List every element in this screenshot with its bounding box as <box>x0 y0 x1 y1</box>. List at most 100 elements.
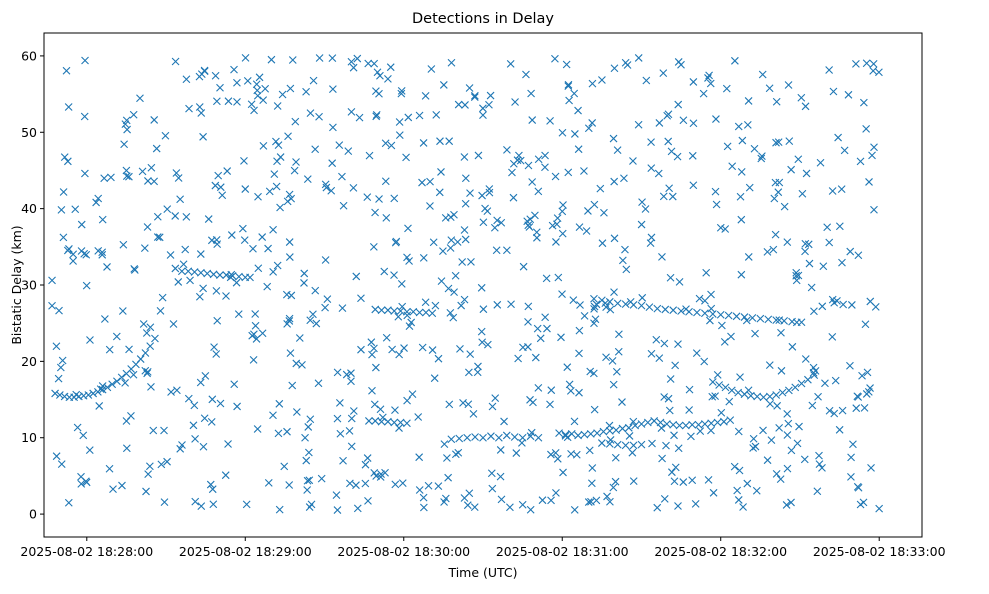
data-point-noise <box>373 68 382 77</box>
data-point-noise <box>614 347 623 356</box>
data-point-noise <box>659 69 668 78</box>
data-point-noise <box>335 141 344 150</box>
data-point-noise <box>541 151 549 160</box>
data-point-noise <box>647 138 655 146</box>
data-point-noise <box>611 477 620 486</box>
data-point-noise <box>370 59 379 68</box>
data-point-noise <box>854 393 863 401</box>
data-point-noise <box>772 469 781 478</box>
data-point-noise <box>507 300 515 309</box>
data-point-noise <box>479 111 487 119</box>
data-point-noise <box>347 377 355 386</box>
data-point-noise <box>208 485 217 494</box>
data-point-noise <box>798 189 807 198</box>
data-point-noise <box>167 388 175 396</box>
data-point-noise <box>861 320 870 329</box>
data-point-noise <box>254 192 262 201</box>
data-point-noise <box>144 177 152 185</box>
data-point-noise <box>163 205 172 214</box>
data-point-noise <box>80 249 89 258</box>
data-point-noise <box>775 178 784 187</box>
data-point-noise <box>794 155 803 164</box>
data-point-noise <box>381 177 390 186</box>
data-point-track <box>621 441 630 450</box>
data-point-track <box>51 389 59 398</box>
data-point-noise <box>606 305 615 314</box>
data-point-noise <box>224 440 232 448</box>
data-point-noise <box>598 76 606 84</box>
data-point-noise <box>716 223 725 232</box>
data-point-noise <box>775 316 784 325</box>
data-point-noise <box>769 245 778 254</box>
y-tick-label: 60 <box>21 48 37 63</box>
data-point-noise <box>247 100 256 109</box>
data-point-noise <box>415 453 424 462</box>
data-point-noise <box>522 70 530 79</box>
data-point-noise <box>376 473 385 481</box>
data-point-noise <box>392 237 401 246</box>
data-point-noise <box>852 59 860 68</box>
y-tick-label: 30 <box>21 278 37 293</box>
data-point-noise <box>858 371 866 380</box>
data-point-noise <box>290 166 299 175</box>
data-point-noise <box>57 206 66 214</box>
data-point-noise <box>199 132 207 141</box>
data-point-noise <box>734 427 743 436</box>
data-point-noise <box>63 157 72 166</box>
data-point-noise <box>570 130 579 138</box>
data-point-noise <box>169 320 178 328</box>
data-point-noise <box>213 316 222 325</box>
data-point-noise <box>182 212 191 221</box>
data-point-track <box>700 309 709 318</box>
data-point-noise <box>100 315 109 323</box>
data-point-noise <box>153 233 162 241</box>
data-point-track <box>409 307 418 316</box>
data-point-noise <box>368 386 376 395</box>
data-point-noise <box>439 247 447 255</box>
data-point-noise <box>477 283 486 292</box>
x-tick-label: 2025-08-02 18:33:00 <box>813 544 946 559</box>
data-point-noise <box>212 287 221 295</box>
data-point-noise <box>856 500 865 509</box>
data-point-noise <box>258 233 267 241</box>
data-point-noise <box>793 439 802 448</box>
data-point-noise <box>646 239 655 248</box>
data-point-noise <box>506 503 514 512</box>
data-point-noise <box>364 59 373 68</box>
data-point-noise <box>704 74 712 82</box>
data-point-track <box>590 294 598 303</box>
data-point-noise <box>590 200 599 209</box>
data-point-noise <box>847 453 855 462</box>
data-point-noise <box>404 113 413 122</box>
data-point-noise <box>559 468 567 477</box>
data-point-noise <box>792 268 801 277</box>
data-point-noise <box>552 488 560 497</box>
data-point-noise <box>382 213 391 222</box>
data-point-noise <box>240 236 249 245</box>
data-point-noise <box>365 151 374 160</box>
data-point-noise <box>828 333 837 341</box>
data-point-noise <box>69 257 78 265</box>
data-point-track <box>235 272 243 281</box>
data-point-noise <box>479 218 488 227</box>
data-point-noise <box>208 395 217 404</box>
data-point-noise <box>838 258 846 267</box>
data-point-noise <box>333 506 342 514</box>
data-point-noise <box>347 414 356 423</box>
data-point-noise <box>288 381 297 390</box>
data-point-noise <box>588 464 597 472</box>
data-point-noise <box>751 329 759 338</box>
data-point-noise <box>493 300 502 309</box>
data-point-noise <box>704 476 713 484</box>
data-point-noise <box>174 278 183 286</box>
data-point-noise <box>269 225 277 234</box>
data-point-noise <box>742 316 751 325</box>
data-point-noise <box>625 432 634 440</box>
data-point-noise <box>230 380 239 389</box>
data-point-noise <box>564 80 573 89</box>
data-point-noise <box>750 144 759 153</box>
data-point-noise <box>470 93 479 102</box>
data-point-noise <box>466 350 475 359</box>
data-point-noise <box>830 409 839 418</box>
data-point-noise <box>603 492 611 501</box>
